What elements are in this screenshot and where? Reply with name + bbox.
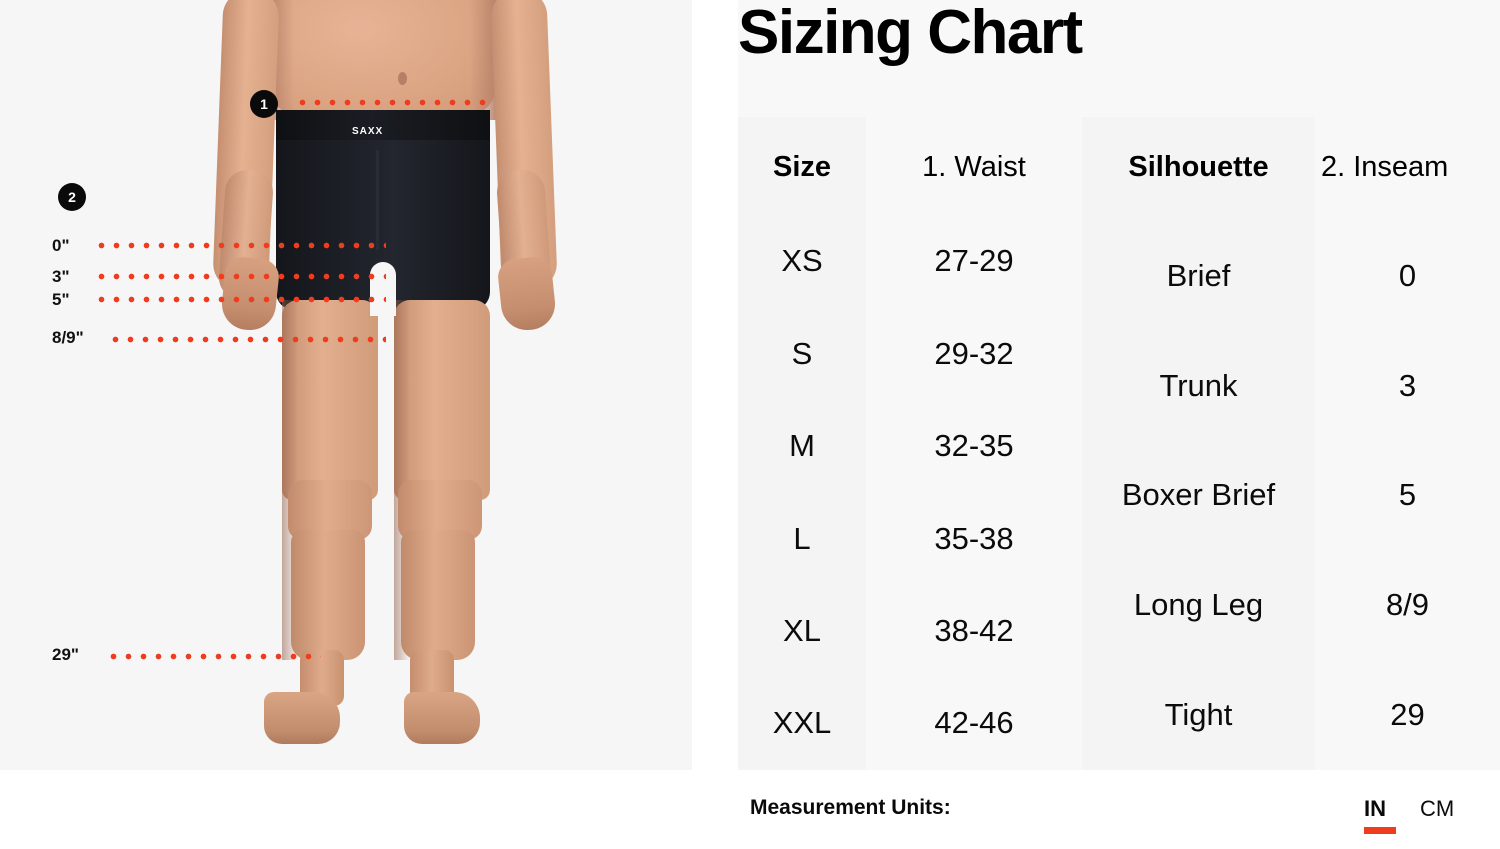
inseam-label-3: 3"	[52, 267, 70, 286]
cell-inseam-brief: 0	[1398, 258, 1417, 293]
hand-left	[219, 255, 281, 333]
column-header-inseam: 2. Inseam	[1321, 151, 1449, 183]
chart-area: Sizing Chart Size XS S M L XL XXL 1. Wai…	[738, 0, 1500, 849]
foot-left	[264, 692, 340, 744]
thigh-left	[282, 300, 378, 500]
inseam-label-29: 29"	[52, 645, 79, 664]
cell-waist-xxl: 42-46	[934, 705, 1014, 740]
calf-right	[401, 530, 475, 660]
cell-waist-xs: 27-29	[934, 243, 1014, 278]
sizing-table: Size XS S M L XL XXL 1. Waist 27-29 29-3…	[738, 117, 1500, 770]
thigh-right	[394, 300, 490, 500]
inseam-marker-badge: 2	[58, 183, 86, 211]
silhouette-column-band	[1082, 117, 1315, 770]
waist-marker-badge: 1	[250, 90, 278, 118]
cell-inseam-long-leg: 8/9	[1385, 587, 1430, 622]
measurement-units-label: Measurement Units:	[750, 796, 951, 819]
cell-waist-s: 29-32	[934, 336, 1014, 371]
cell-size-s: S	[791, 336, 813, 371]
size-column-band	[738, 117, 866, 770]
column-header-size: Size	[772, 151, 832, 183]
inseam-dotted-line-8-9	[108, 336, 386, 343]
cell-waist-m: 32-35	[934, 428, 1014, 463]
column-silhouette: Silhouette Brief Trunk Boxer Brief Long …	[1082, 117, 1315, 770]
unit-toggle-cm[interactable]: CM	[1420, 796, 1455, 821]
panel-divider-strip	[692, 0, 738, 770]
column-waist: 1. Waist 27-29 29-32 32-35 35-38 38-42 4…	[866, 117, 1082, 770]
inner-leg-gap	[370, 262, 396, 316]
cell-silhouette-long-leg: Long Leg	[1133, 587, 1264, 622]
cell-inseam-boxer-brief: 5	[1398, 477, 1417, 512]
waist-measure-dotted-line	[295, 99, 491, 106]
cell-waist-xl: 38-42	[934, 613, 1014, 648]
inseam-label-0: 0"	[52, 236, 70, 255]
column-header-waist: 1. Waist	[922, 151, 1026, 183]
garment-waistband	[276, 110, 490, 140]
inseam-dotted-line-0	[94, 242, 386, 249]
unit-toggle-in[interactable]: IN	[1364, 796, 1386, 821]
cell-silhouette-trunk: Trunk	[1159, 368, 1238, 403]
brand-label: SAXX	[352, 126, 384, 137]
inseam-label-5: 5"	[52, 290, 70, 309]
cell-silhouette-tight: Tight	[1164, 697, 1233, 732]
cell-silhouette-boxer-brief: Boxer Brief	[1121, 477, 1276, 512]
measurement-units-row: Measurement Units: IN CM	[738, 796, 1500, 836]
column-size: Size XS S M L XL XXL	[738, 117, 866, 770]
unit-active-indicator	[1364, 827, 1396, 834]
column-header-silhouette: Silhouette	[1128, 151, 1269, 183]
cell-size-xxl: XXL	[772, 705, 832, 740]
cell-size-xl: XL	[783, 613, 821, 648]
cell-size-xs: XS	[781, 243, 823, 278]
hand-right	[496, 255, 558, 333]
cell-size-l: L	[793, 521, 811, 556]
inseam-dotted-line-29	[106, 653, 321, 660]
inseam-dotted-line-3	[94, 273, 386, 280]
navel-shape	[398, 72, 407, 85]
inseam-label-8-9: 8/9"	[52, 328, 84, 347]
foot-right	[404, 692, 480, 744]
page-title: Sizing Chart	[738, 0, 1083, 67]
cell-inseam-tight: 29	[1390, 697, 1425, 732]
cell-inseam-trunk: 3	[1398, 368, 1417, 403]
cell-silhouette-brief: Brief	[1166, 258, 1231, 293]
model-illustration: SAXX 1 2 0" 3" 5	[0, 0, 692, 770]
cell-waist-l: 35-38	[934, 521, 1014, 556]
model-photo-panel: SAXX 1 2 0" 3" 5	[0, 0, 692, 770]
calf-left	[291, 530, 365, 660]
inseam-dotted-line-5	[94, 296, 386, 303]
garment-seam	[376, 150, 379, 250]
column-inseam: 2. Inseam 0 3 5 8/9 29	[1315, 117, 1500, 770]
cell-size-m: M	[789, 428, 815, 463]
